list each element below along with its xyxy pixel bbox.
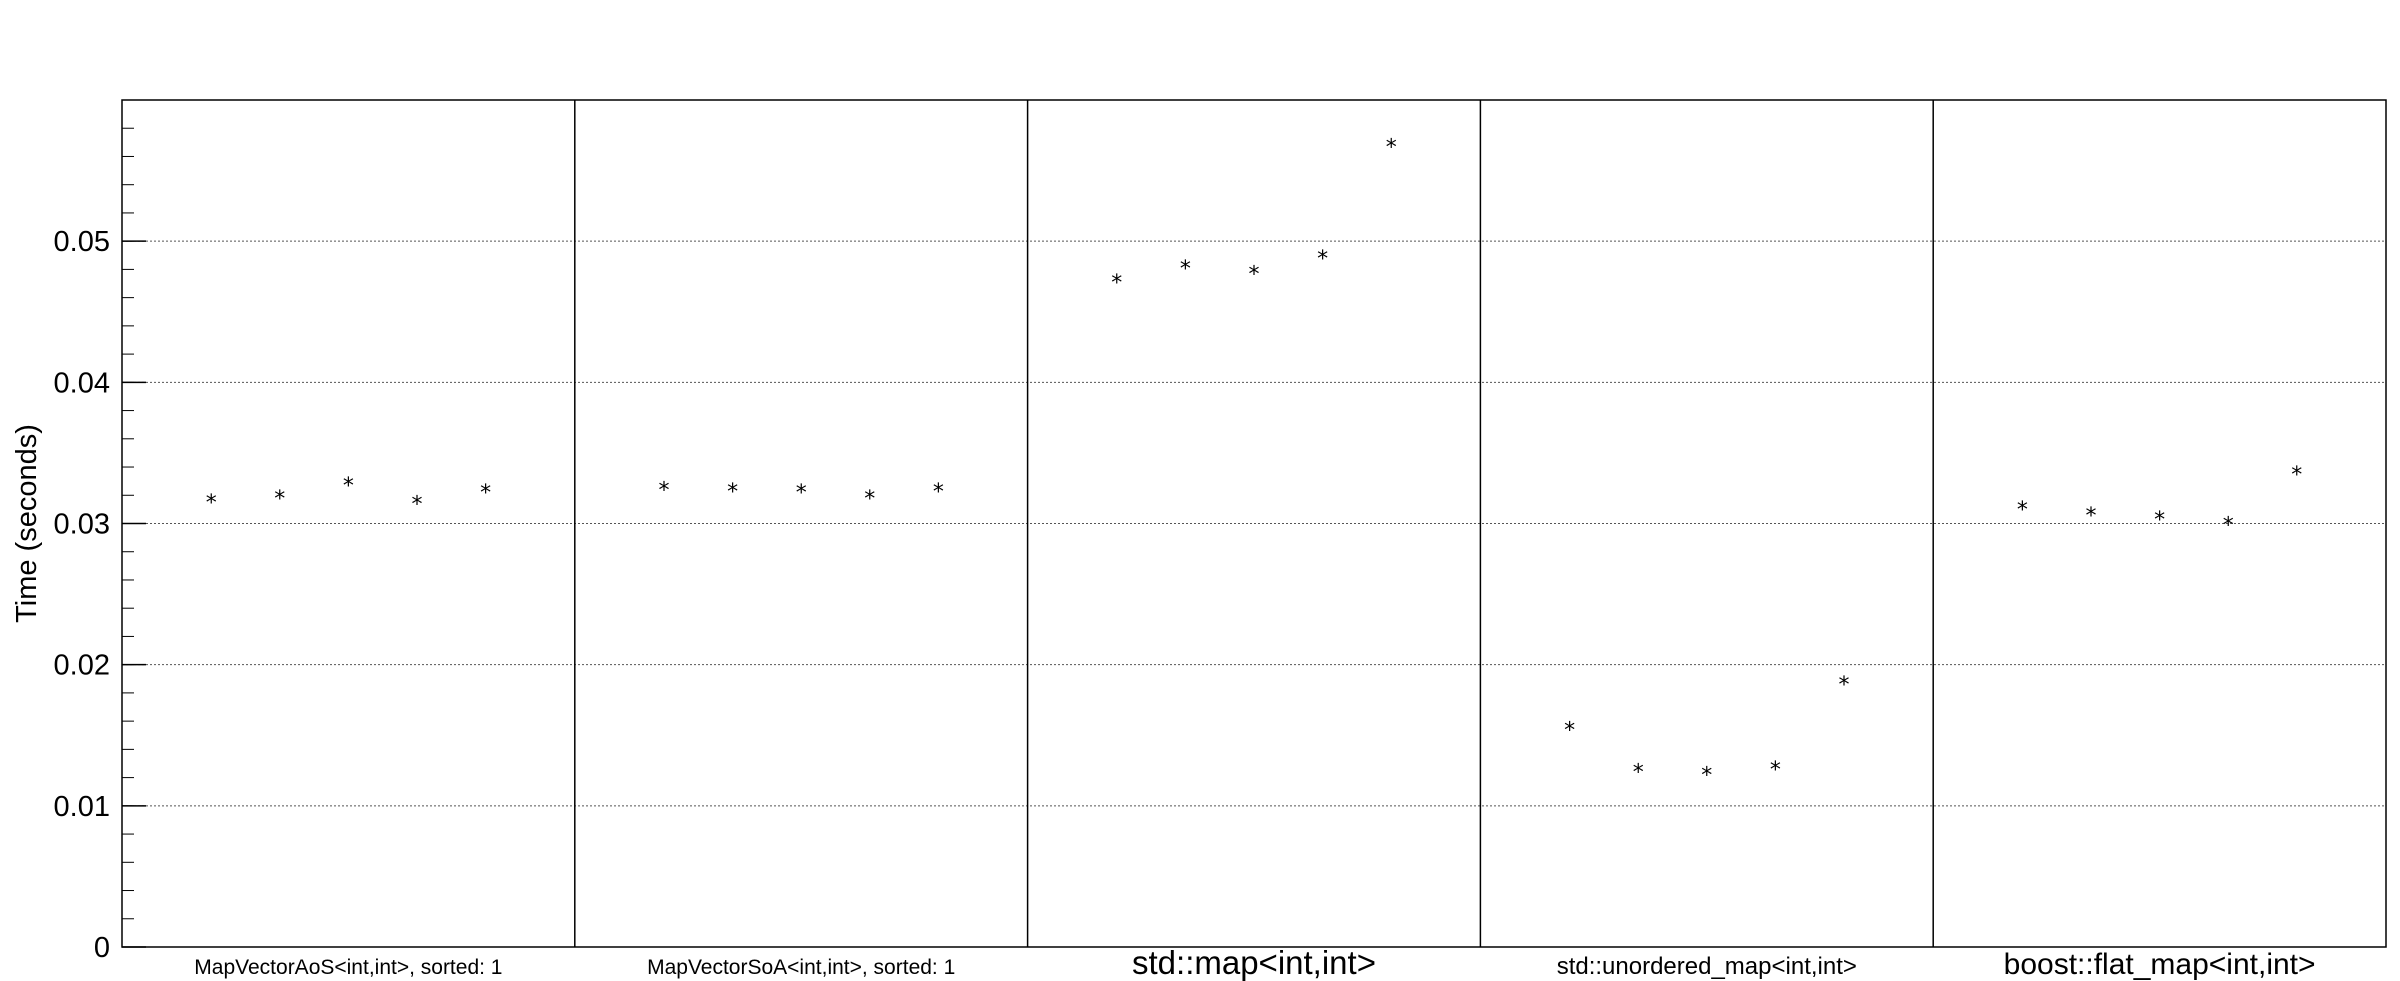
data-points: * * * * * * * * * * * * * * * * * * * * * * * * *	[206, 135, 2303, 788]
data-point: *	[1111, 271, 1122, 296]
data-point: *	[1839, 673, 1850, 698]
data-point: *	[2291, 463, 2302, 488]
y-tick-label: 0.04	[54, 367, 110, 399]
data-point: *	[933, 480, 944, 505]
y-tick-label: 0.02	[54, 650, 110, 682]
data-point: *	[2223, 514, 2234, 539]
category-label: std::map<int,int>	[1132, 944, 1376, 981]
y-axis-label: Time (seconds)	[11, 424, 43, 623]
category-panels	[574, 100, 1934, 947]
data-point: *	[1770, 758, 1781, 783]
data-point: *	[274, 487, 285, 512]
data-point: *	[1386, 135, 1397, 160]
data-point: *	[1564, 718, 1575, 743]
category-label: MapVectorSoA<int,int>, sorted: 1	[647, 956, 955, 979]
data-point: *	[412, 493, 423, 518]
category-label: MapVectorAoS<int,int>, sorted: 1	[194, 956, 502, 979]
y-tick-label: 0.03	[54, 509, 110, 541]
data-point: *	[864, 487, 875, 512]
data-point: *	[658, 478, 669, 503]
data-point: *	[2017, 498, 2028, 523]
y-axis-ticks: 0 0.01 0.02 0.03 0.04 0.05	[54, 226, 146, 964]
data-point: *	[343, 474, 354, 499]
data-point: *	[2154, 508, 2165, 533]
data-point: *	[480, 481, 491, 506]
data-point: *	[2085, 504, 2096, 529]
y-tick-label: 0.05	[54, 226, 110, 258]
category-labels: MapVectorAoS<int,int>, sorted: 1 MapVecto…	[194, 944, 2315, 981]
data-point: *	[1180, 257, 1191, 282]
data-point: *	[1633, 761, 1644, 786]
data-point: *	[206, 491, 217, 516]
data-point: *	[1701, 764, 1712, 789]
category-label: boost::flat_map<int,int>	[2004, 948, 2316, 981]
category-label: std::unordered_map<int,int>	[1557, 953, 1857, 980]
data-point: *	[727, 480, 738, 505]
data-point: *	[1317, 247, 1328, 272]
y-tick-label: 0	[94, 932, 110, 964]
y-tick-label: 0.01	[54, 791, 110, 823]
data-point: *	[1249, 262, 1260, 287]
data-point: *	[796, 481, 807, 506]
grid-lines	[122, 240, 2386, 807]
